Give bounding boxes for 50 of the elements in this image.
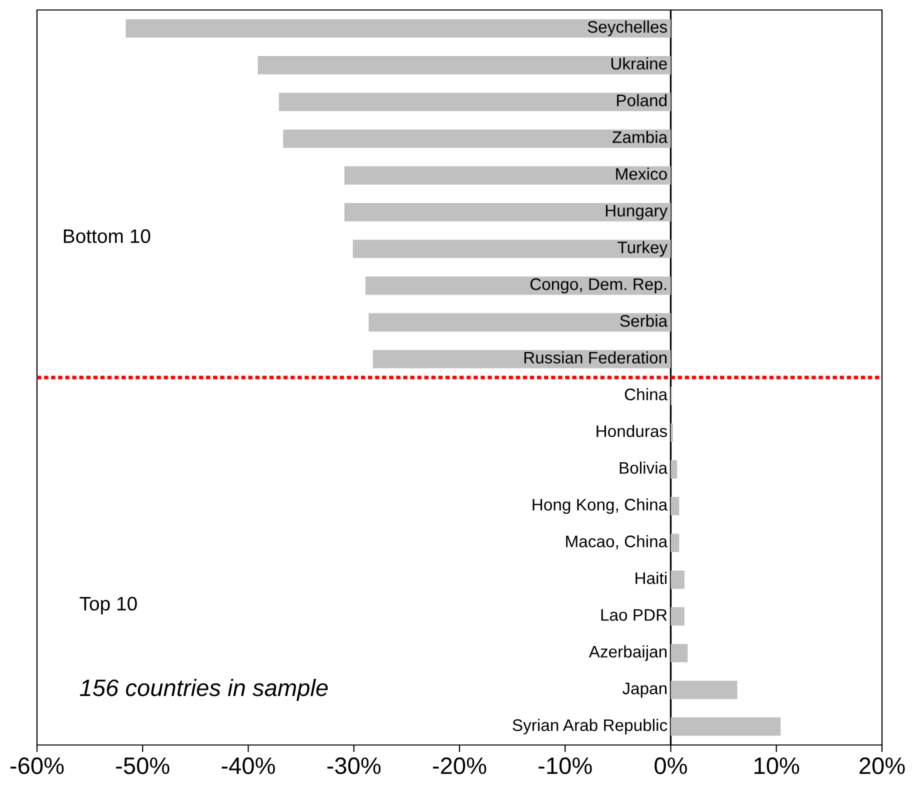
bar (670, 460, 678, 479)
bar (258, 56, 671, 74)
x-tick-label: -20% (432, 757, 486, 774)
bar (126, 19, 671, 38)
y-tick-label: Lao PDR (601, 609, 667, 621)
y-tick-label: Poland (617, 94, 667, 106)
y-tick-label: Turkey (618, 241, 668, 257)
y-tick-label: Haiti (636, 572, 666, 584)
bar (670, 607, 684, 626)
y-tick-label: Hungary (606, 204, 668, 220)
x-tick-label: 0% (654, 757, 687, 774)
x-tick-label: -30% (327, 757, 381, 774)
annotation: Top 10 (80, 596, 137, 614)
y-tick-label: Syrian Arab Republic (512, 718, 668, 734)
bar (278, 92, 671, 112)
y-tick-label: Ukraine (611, 57, 667, 70)
bar (365, 276, 671, 295)
y-tick-label: Macao, China (566, 535, 668, 550)
x-tick-label: -10% (538, 757, 592, 774)
y-tick-label: Honduras (596, 424, 667, 438)
bar (352, 240, 671, 258)
bar (670, 717, 781, 736)
bar (670, 644, 688, 662)
bar (670, 680, 738, 700)
x-tick-label: -60% (10, 757, 64, 774)
y-tick-label: Russian Federation (524, 351, 667, 364)
annotation: 156 countries in sample (80, 678, 328, 701)
y-tick-label: Hong Kong, China (532, 498, 668, 514)
bar (670, 496, 680, 516)
x-tick-label: 10% (754, 757, 800, 774)
x-tick-label: -50% (116, 757, 170, 774)
bar (368, 313, 671, 332)
y-tick-label: China (624, 388, 668, 400)
y-tick-label: Seychelles (588, 20, 667, 36)
x-tick-label: 20% (860, 757, 905, 774)
bar (283, 129, 671, 148)
y-tick-label: Congo, Dem. Rep. (530, 278, 666, 294)
bar (344, 166, 671, 185)
bar (344, 202, 671, 222)
annotation: Bottom 10 (64, 229, 150, 244)
y-tick-label: Serbia (620, 314, 668, 327)
bar (372, 350, 671, 368)
y-tick-label: Azerbaijan (588, 645, 667, 661)
y-tick-label: Zambia (612, 130, 668, 144)
y-tick-label: Japan (622, 682, 667, 698)
y-tick-label: Mexico (616, 168, 667, 180)
bar (670, 570, 684, 589)
x-tick-label: -40% (222, 757, 275, 774)
bar (670, 534, 680, 552)
y-tick-label: Bolivia (620, 462, 668, 474)
